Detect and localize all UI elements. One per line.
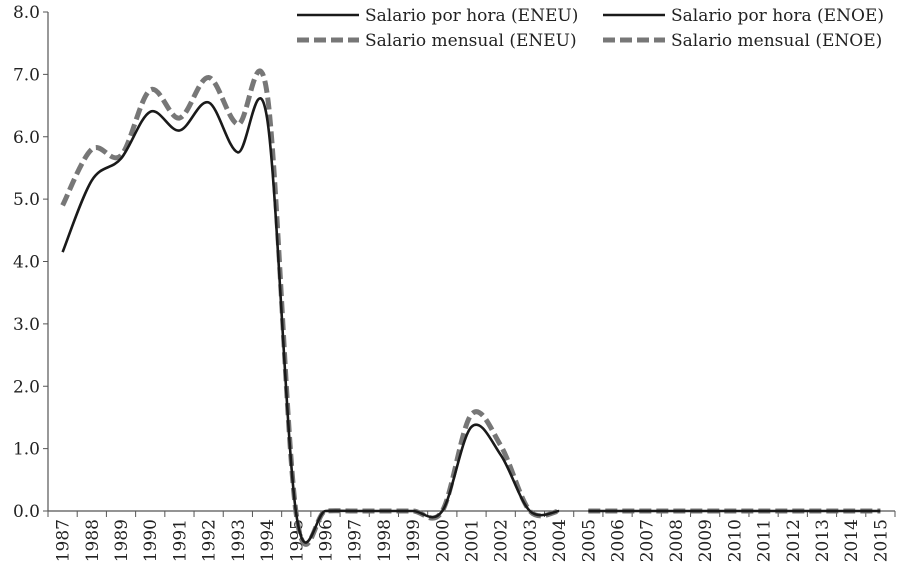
x-tick-label: 2001 [463, 519, 483, 562]
x-tick-label: 2015 [871, 519, 891, 562]
y-tick-label: 4.0 [13, 253, 40, 273]
x-tick-label: 2010 [725, 519, 745, 562]
x-tick-label: 1997 [346, 519, 366, 562]
y-tick-label: 0.0 [13, 502, 40, 522]
x-tick-label: 1991 [170, 519, 190, 562]
y-tick-label: 1.0 [13, 440, 40, 460]
x-tick-label: 1996 [316, 519, 336, 562]
x-tick-label: 2000 [433, 519, 453, 562]
x-tick-label: 1995 [287, 519, 307, 562]
plot-area: 0.0 1.0 2.0 3.0 4.0 5.0 6.0 7.0 8.0 1987 1988 1989 1… [13, 3, 896, 562]
series-line-0 [61, 96, 560, 544]
x-tick-label: 1994 [258, 519, 278, 562]
x-tick-label: 2006 [609, 519, 629, 562]
y-tick-label: 5.0 [13, 190, 40, 210]
legend: Salario por hora (ENEU) Salario por hora … [297, 6, 884, 51]
x-tick-label: 1993 [229, 519, 249, 562]
legend-label: Salario mensual (ENOE) [671, 31, 882, 51]
legend-item: Salario mensual (ENOE) [603, 31, 882, 51]
x-tick-label: 1999 [404, 519, 424, 562]
x-tick-label: 1992 [200, 519, 220, 562]
x-tick-label: 1988 [83, 519, 103, 562]
legend-label: Salario por hora (ENOE) [671, 6, 884, 26]
x-tick-label: 2011 [755, 519, 775, 562]
x-tick-label: 2013 [813, 519, 833, 562]
legend-item: Salario por hora (ENOE) [603, 6, 884, 26]
x-tick-label: 2002 [492, 519, 512, 562]
x-tick-label: 1998 [375, 519, 395, 562]
x-tick-label: 2012 [784, 519, 804, 562]
legend-label: Salario por hora (ENEU) [365, 6, 578, 26]
x-tick-label: 1989 [112, 519, 132, 562]
x-tick-label: 2004 [550, 519, 570, 562]
x-tick-label: 2003 [521, 519, 541, 562]
y-tick-label: 3.0 [13, 315, 40, 335]
x-tick-label: 2005 [579, 519, 599, 562]
y-tick-label: 6.0 [13, 128, 40, 148]
x-tick-label: 1990 [141, 519, 161, 562]
legend-item: Salario mensual (ENEU) [297, 31, 577, 51]
y-tick-label: 2.0 [13, 377, 40, 397]
x-tick-label: 2007 [638, 519, 658, 562]
x-tick-label: 2009 [696, 519, 716, 562]
legend-item: Salario por hora (ENEU) [297, 6, 578, 26]
x-tick-label: 2014 [842, 519, 862, 562]
series-line-1 [60, 68, 560, 547]
y-tick-label: 7.0 [13, 65, 40, 85]
legend-label: Salario mensual (ENEU) [365, 31, 577, 51]
y-tick-label: 8.0 [13, 3, 40, 23]
x-tick-label: 1987 [54, 519, 74, 562]
x-tick-label: 2008 [667, 519, 687, 562]
